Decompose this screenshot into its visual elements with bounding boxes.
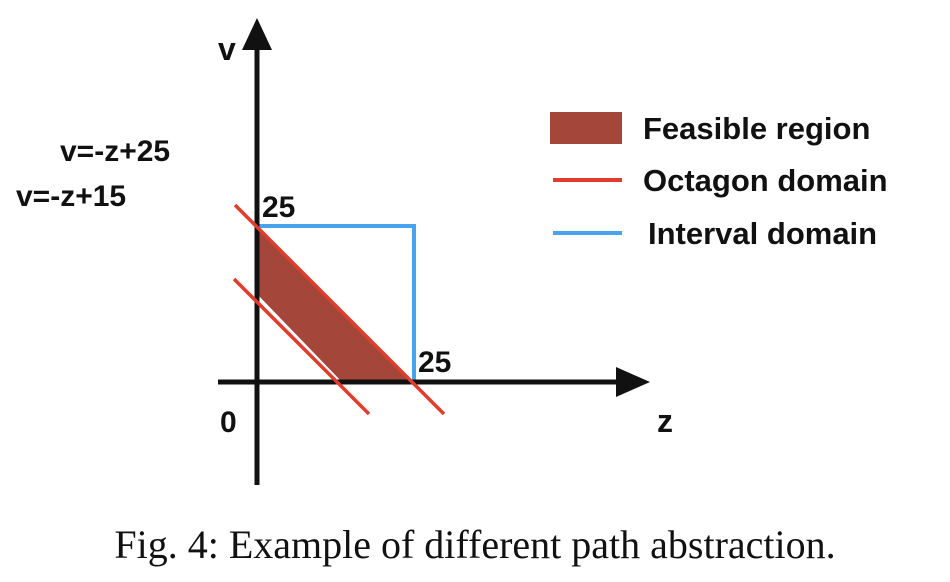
legend: Feasible region Octagon domain Interval … — [550, 111, 888, 251]
octagon-line-upper — [233, 203, 446, 416]
figure-caption: Fig. 4: Example of different path abstra… — [114, 522, 835, 567]
v-axis-arrow — [242, 18, 272, 50]
legend-label-interval: Interval domain — [648, 216, 877, 251]
z-axis-arrow — [616, 367, 650, 397]
z-axis-label: z — [657, 403, 673, 439]
z-tick-label-25: 25 — [418, 346, 451, 379]
equation-lower: v=-z+15 — [16, 180, 126, 213]
legend-label-feasible: Feasible region — [643, 111, 870, 146]
legend-swatch-feasible — [550, 112, 622, 144]
legend-label-octagon: Octagon domain — [643, 163, 888, 198]
octagon-line-lower — [232, 277, 371, 416]
v-axis-label: v — [218, 31, 236, 67]
origin-label: 0 — [220, 406, 237, 439]
equation-upper: v=-z+25 — [60, 135, 170, 168]
v-tick-label-25: 25 — [262, 191, 295, 224]
